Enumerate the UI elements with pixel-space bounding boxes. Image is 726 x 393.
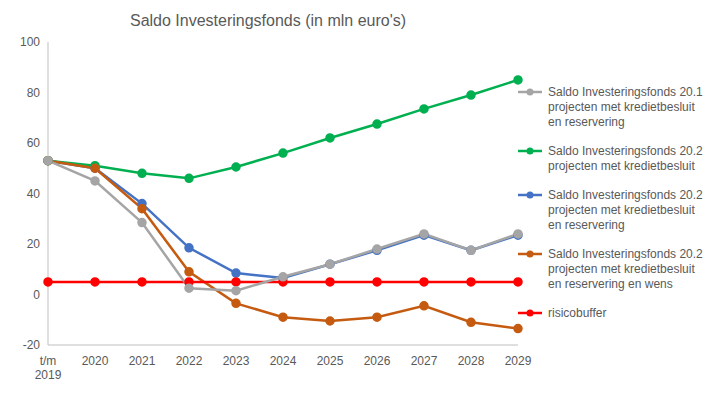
- svg-text:-20: -20: [23, 338, 41, 352]
- svg-text:2021: 2021: [129, 354, 156, 368]
- svg-text:2029: 2029: [505, 354, 532, 368]
- svg-text:80: 80: [27, 86, 41, 100]
- svg-text:2028: 2028: [458, 354, 485, 368]
- svg-text:2025: 2025: [317, 354, 344, 368]
- html-text:Saldo Investeringsfonds (in ml: Saldo Investeringsfonds (in mln euro's): [130, 12, 406, 29]
- svg-text:100: 100: [20, 35, 40, 49]
- svg-text:t/m2019: t/m2019: [35, 354, 62, 382]
- svg-text:60: 60: [27, 136, 41, 150]
- html-text:Saldo Investeringsfonds 20.1 p: Saldo Investeringsfonds 20.1 projecten m…: [548, 84, 703, 129]
- html-text:Saldo Investeringsfonds 20.2 p: Saldo Investeringsfonds 20.2 projecten m…: [548, 187, 703, 232]
- svg-text:0: 0: [33, 288, 40, 302]
- svg-text:20: 20: [27, 237, 41, 251]
- html-text:risicobuffer: risicobuffer: [548, 305, 607, 320]
- svg-text:2027: 2027: [411, 354, 438, 368]
- html-text:Saldo Investeringsfonds 20.2 p: Saldo Investeringsfonds 20.2 projecten m…: [548, 246, 703, 291]
- svg-text:2020: 2020: [82, 354, 109, 368]
- svg-text:40: 40: [27, 187, 41, 201]
- svg-text:2026: 2026: [364, 354, 391, 368]
- svg-text:2022: 2022: [176, 354, 203, 368]
- svg-text:2024: 2024: [270, 354, 297, 368]
- html-text:Saldo Investeringsfonds 20.2 p: Saldo Investeringsfonds 20.2 projecten m…: [548, 143, 703, 173]
- svg-text:2023: 2023: [223, 354, 250, 368]
